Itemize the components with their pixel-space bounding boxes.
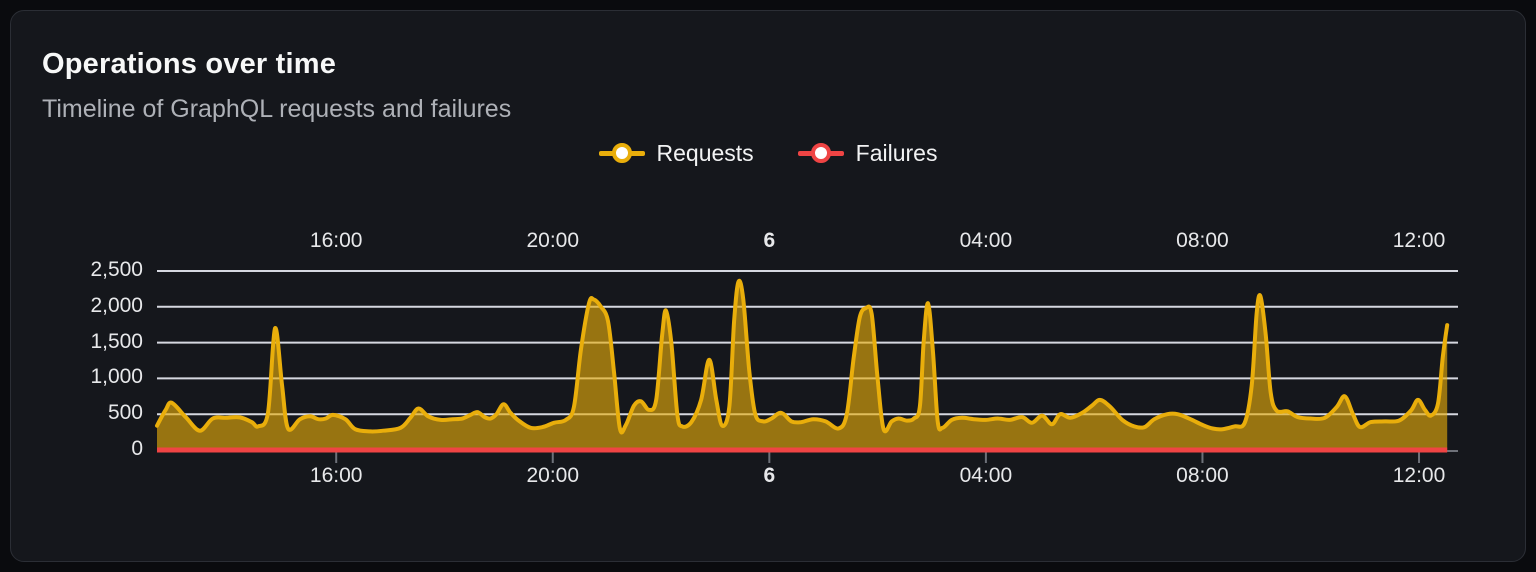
- requests-line: [155, 278, 1450, 435]
- legend: Requests Failures: [0, 136, 1536, 170]
- legend-label-requests: Requests: [656, 139, 754, 166]
- x-label-bottom-3: 04:00: [959, 464, 1013, 487]
- y-label-3: 1,500: [90, 329, 143, 353]
- failures-series-icon: [797, 142, 844, 164]
- y-label-1: 500: [107, 401, 143, 425]
- legend-item-requests[interactable]: Requests: [598, 139, 754, 167]
- y-label-2: 1,000: [90, 365, 143, 389]
- x-label-bottom-1: 20:00: [526, 464, 580, 487]
- requests-area-fill: [157, 280, 1448, 450]
- requests-series-icon: [598, 142, 645, 164]
- legend-item-failures[interactable]: Failures: [797, 139, 938, 167]
- x-label-bottom-5: 12:00: [1392, 464, 1446, 487]
- y-label-0: 0: [131, 437, 143, 460]
- panel-subtitle: Timeline of GraphQL requests and failure…: [42, 95, 512, 123]
- x-label-top-2: 6: [763, 229, 776, 252]
- x-label-bottom-4: 08:00: [1176, 464, 1229, 487]
- y-label-5: 2,500: [90, 258, 143, 281]
- panel-title: Operations over time: [42, 48, 337, 80]
- x-label-top-0: 16:00: [309, 229, 363, 252]
- x-label-bottom-2: 6: [763, 464, 776, 487]
- x-label-top-5: 12:00: [1392, 229, 1446, 252]
- chart-card: [10, 10, 1526, 562]
- x-label-top-3: 04:00: [959, 229, 1013, 252]
- x-label-top-1: 20:00: [526, 229, 580, 252]
- legend-label-failures: Failures: [855, 139, 938, 166]
- x-label-top-4: 08:00: [1176, 229, 1229, 252]
- x-label-bottom-0: 16:00: [309, 464, 363, 487]
- y-label-4: 2,000: [90, 293, 143, 317]
